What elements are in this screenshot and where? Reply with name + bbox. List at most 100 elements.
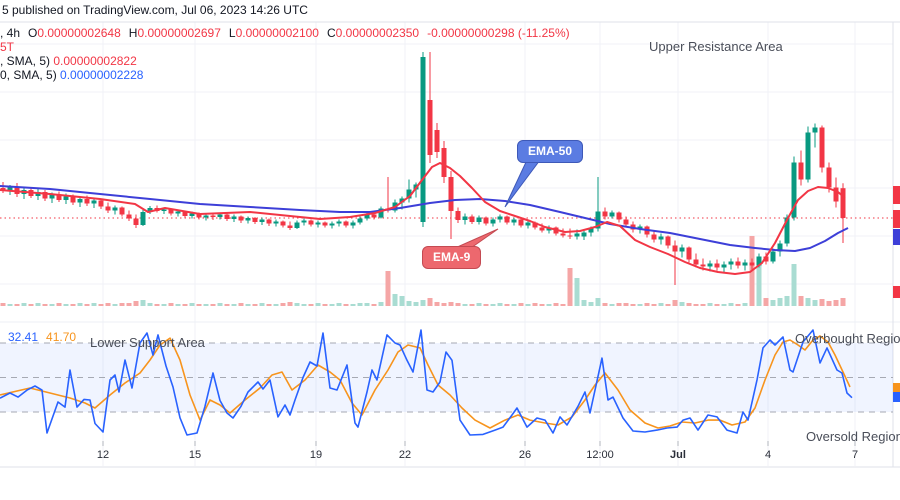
candle-body: [511, 219, 517, 223]
candle-body: [105, 206, 111, 211]
volume-bar: [119, 303, 125, 306]
volume-bar: [434, 302, 440, 306]
candle-body: [336, 221, 342, 224]
volume-bar: [574, 278, 580, 306]
volume-bar: [476, 303, 482, 306]
candle-body: [196, 213, 202, 218]
volume-bar: [42, 304, 48, 306]
candle-body: [238, 216, 244, 221]
candle-body: [231, 216, 237, 219]
candle-body: [420, 57, 426, 222]
candle-body: [812, 127, 818, 133]
candle-body: [574, 233, 580, 237]
volume-bar: [56, 303, 62, 306]
candle-body: [749, 262, 755, 266]
sma-red-value: 0.00000002822: [53, 54, 137, 68]
volume-bar: [784, 296, 790, 306]
candle-body: [364, 214, 370, 219]
volume-bar: [448, 302, 454, 306]
candle-body: [70, 196, 76, 203]
volume-bar: [224, 304, 230, 306]
candle-body: [770, 251, 776, 262]
volume-bar: [21, 303, 27, 306]
volume-bar: [385, 271, 391, 306]
candle-body: [168, 209, 174, 214]
volume-bar: [805, 298, 811, 306]
volume-bar: [252, 304, 258, 306]
candle-body: [609, 212, 615, 217]
candle-body: [518, 219, 524, 226]
candle-body: [294, 222, 300, 228]
candle-body: [728, 261, 734, 265]
volume-bar: [294, 303, 300, 306]
volume-bar: [98, 304, 104, 306]
volume-bar: [637, 304, 643, 306]
x-axis-label: Jul: [670, 449, 686, 461]
volume-bar: [329, 304, 335, 306]
volume-bar: [840, 298, 846, 306]
volume-bar: [378, 302, 384, 306]
volume-bar: [623, 303, 629, 306]
volume-bar: [588, 302, 594, 306]
candle-body: [259, 219, 265, 222]
overbought-region-label[interactable]: Overbought Region: [795, 331, 900, 346]
candle-body: [462, 216, 468, 220]
candle-body: [490, 219, 496, 224]
volume-bar: [203, 304, 209, 306]
volume-bar: [287, 302, 293, 306]
volume-bar: [756, 261, 762, 306]
candle-body: [826, 167, 832, 188]
volume-bar: [189, 303, 195, 306]
x-axis-label: 12:00: [586, 449, 614, 461]
ema50-line: [0, 185, 849, 252]
volume-bar: [728, 303, 734, 306]
volume-bar: [763, 298, 769, 306]
legend-prefix: , 4h: [0, 26, 21, 40]
candle-body: [693, 259, 699, 265]
ema9-callout[interactable]: EMA-9: [422, 246, 482, 269]
volume-bar: [112, 304, 118, 306]
volume-bar: [301, 304, 307, 306]
volume-bar: [735, 304, 741, 306]
volume-bar: [175, 304, 181, 306]
volume-bar: [707, 303, 713, 306]
candle-body: [273, 221, 279, 224]
price-scale-label-stub: [893, 286, 900, 298]
candle-body: [399, 198, 405, 203]
x-axis-label: 19: [309, 449, 323, 461]
lower-support-label[interactable]: Lower Support Area: [90, 335, 205, 350]
candle-body: [455, 211, 461, 220]
volume-bar: [322, 304, 328, 306]
oversold-region-label[interactable]: Oversold Region: [806, 429, 900, 444]
volume-bar: [168, 303, 174, 306]
candle-body: [49, 195, 55, 199]
volume-bar: [210, 304, 216, 306]
volume-bar: [812, 300, 818, 306]
candle-body: [280, 221, 286, 226]
volume-bar: [483, 304, 489, 306]
volume-bar: [196, 304, 202, 306]
candle-body: [133, 218, 139, 225]
candle-body: [315, 222, 321, 225]
volume-bar: [259, 303, 265, 306]
candle-body: [203, 215, 209, 218]
candle-body: [441, 148, 447, 177]
volume-bar: [644, 303, 650, 306]
candle-body: [784, 217, 790, 244]
x-axis-label: 15: [188, 449, 202, 461]
x-axis-label: 12: [96, 449, 110, 461]
candle-body: [651, 234, 657, 240]
candle-body: [91, 200, 97, 204]
stochastic-values: 32.41 41.70: [8, 330, 76, 344]
upper-resistance-label[interactable]: Upper Resistance Area: [649, 39, 783, 54]
ema50-callout[interactable]: EMA-50: [517, 140, 584, 163]
candle-body: [721, 264, 727, 268]
price-scale-label-stub: [893, 186, 900, 204]
volume-bar: [133, 301, 139, 306]
x-axis-label: 4: [764, 449, 772, 461]
candle-body: [735, 261, 741, 266]
volume-bar: [693, 304, 699, 306]
sma-blue-row: 0, SMA, 5) 0.00000002228: [0, 68, 570, 82]
volume-bar: [525, 304, 531, 306]
